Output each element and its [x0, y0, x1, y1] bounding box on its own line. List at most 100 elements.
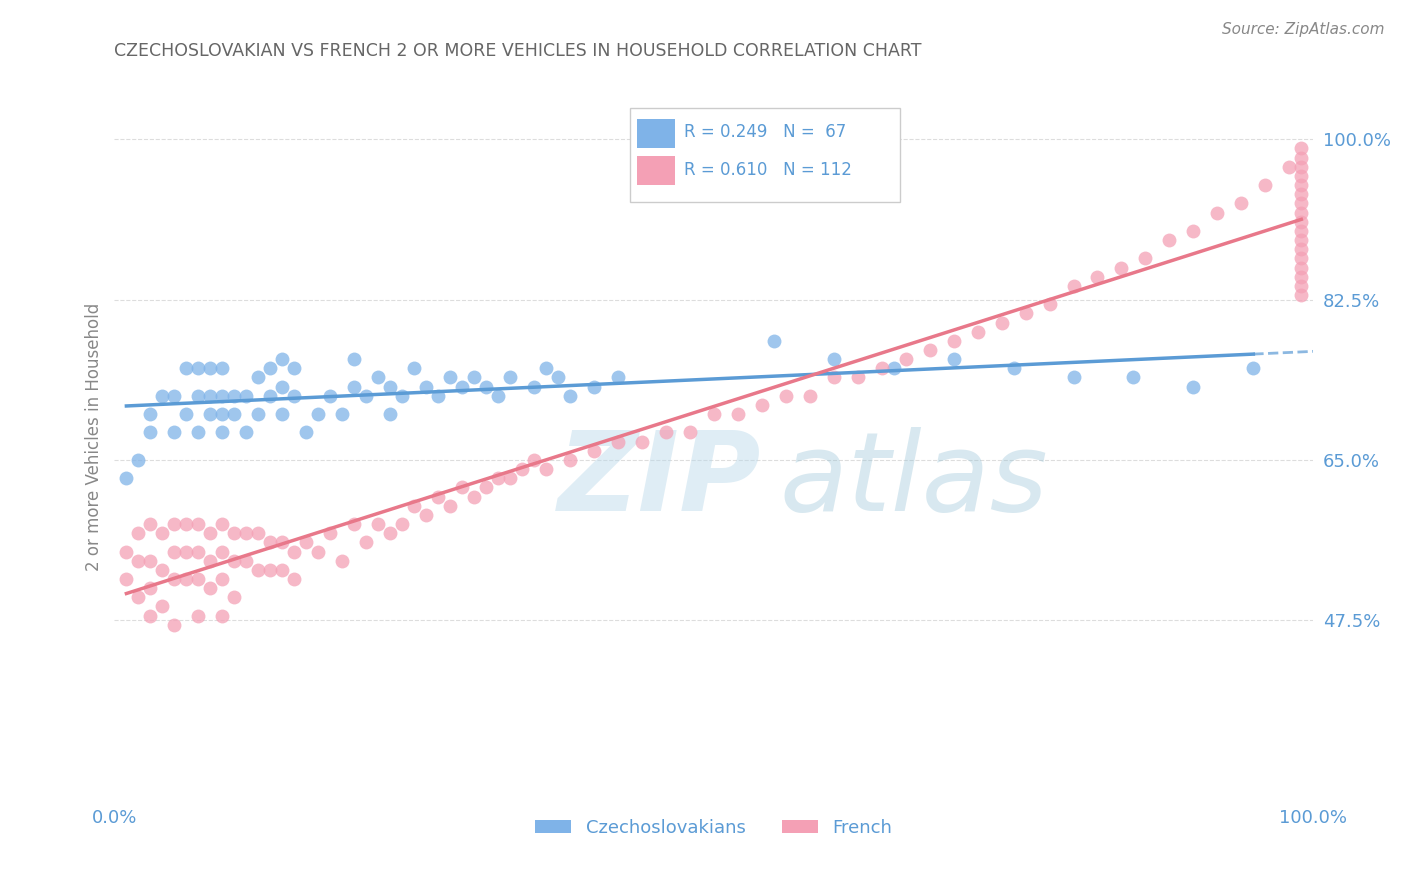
Point: [823, 370, 845, 384]
Point: [247, 370, 270, 384]
Point: [1291, 151, 1313, 165]
Point: [211, 361, 233, 376]
Point: [187, 544, 209, 558]
Point: [1291, 288, 1313, 302]
Point: [330, 554, 353, 568]
Point: [799, 389, 821, 403]
Point: [354, 389, 377, 403]
Point: [727, 407, 749, 421]
Point: [163, 425, 186, 440]
Point: [404, 361, 426, 376]
Point: [283, 572, 305, 586]
Point: [235, 526, 257, 541]
Point: [1291, 141, 1313, 155]
Point: [1291, 278, 1313, 293]
Point: [1291, 260, 1313, 275]
Point: [211, 544, 233, 558]
Point: [679, 425, 702, 440]
Text: R = 0.610   N = 112: R = 0.610 N = 112: [683, 161, 852, 179]
Point: [139, 608, 162, 623]
Point: [918, 343, 941, 357]
Point: [127, 453, 149, 467]
Point: [823, 352, 845, 367]
Point: [150, 563, 173, 577]
Point: [176, 544, 198, 558]
Point: [235, 425, 257, 440]
Point: [1291, 187, 1313, 202]
Point: [176, 516, 198, 531]
Point: [200, 554, 222, 568]
Point: [163, 516, 186, 531]
Point: [558, 389, 581, 403]
Point: [534, 462, 557, 476]
Point: [367, 516, 389, 531]
Point: [1063, 278, 1085, 293]
Point: [1135, 252, 1157, 266]
Point: [343, 516, 366, 531]
Point: [1291, 169, 1313, 183]
Point: [1241, 361, 1264, 376]
Point: [942, 334, 965, 348]
Point: [367, 370, 389, 384]
Point: [139, 581, 162, 595]
Point: [139, 425, 162, 440]
Legend: Czechoslovakians, French: Czechoslovakians, French: [529, 812, 900, 844]
Point: [224, 591, 246, 605]
Point: [1038, 297, 1060, 311]
Point: [354, 535, 377, 549]
Point: [163, 389, 186, 403]
Point: [1291, 242, 1313, 256]
Point: [200, 526, 222, 541]
Point: [499, 471, 522, 485]
Text: atlas: atlas: [780, 427, 1049, 534]
Point: [187, 516, 209, 531]
Text: ZIP: ZIP: [558, 427, 762, 534]
Point: [439, 499, 461, 513]
Point: [176, 407, 198, 421]
Point: [224, 407, 246, 421]
Point: [1291, 252, 1313, 266]
Point: [415, 508, 437, 522]
Point: [1063, 370, 1085, 384]
Point: [176, 361, 198, 376]
Point: [247, 407, 270, 421]
Point: [775, 389, 797, 403]
FancyBboxPatch shape: [630, 108, 900, 202]
Point: [150, 389, 173, 403]
Point: [115, 544, 138, 558]
Point: [1291, 196, 1313, 211]
Point: [1014, 306, 1036, 320]
Point: [319, 389, 342, 403]
Point: [486, 471, 509, 485]
Point: [176, 572, 198, 586]
Point: [655, 425, 678, 440]
Point: [378, 379, 401, 393]
Point: [1278, 160, 1301, 174]
Point: [211, 572, 233, 586]
Point: [510, 462, 533, 476]
Point: [415, 379, 437, 393]
Point: [966, 325, 988, 339]
Point: [883, 361, 905, 376]
Point: [211, 407, 233, 421]
Point: [404, 499, 426, 513]
Point: [330, 407, 353, 421]
Point: [115, 572, 138, 586]
Point: [1122, 370, 1144, 384]
Point: [486, 389, 509, 403]
Point: [307, 407, 329, 421]
Point: [762, 334, 785, 348]
Point: [187, 425, 209, 440]
Point: [211, 516, 233, 531]
Point: [942, 352, 965, 367]
Point: [606, 370, 628, 384]
Point: [846, 370, 869, 384]
Point: [558, 453, 581, 467]
Point: [451, 480, 474, 494]
Point: [271, 535, 294, 549]
Point: [378, 526, 401, 541]
Point: [139, 554, 162, 568]
Point: [499, 370, 522, 384]
Point: [187, 608, 209, 623]
Point: [200, 361, 222, 376]
